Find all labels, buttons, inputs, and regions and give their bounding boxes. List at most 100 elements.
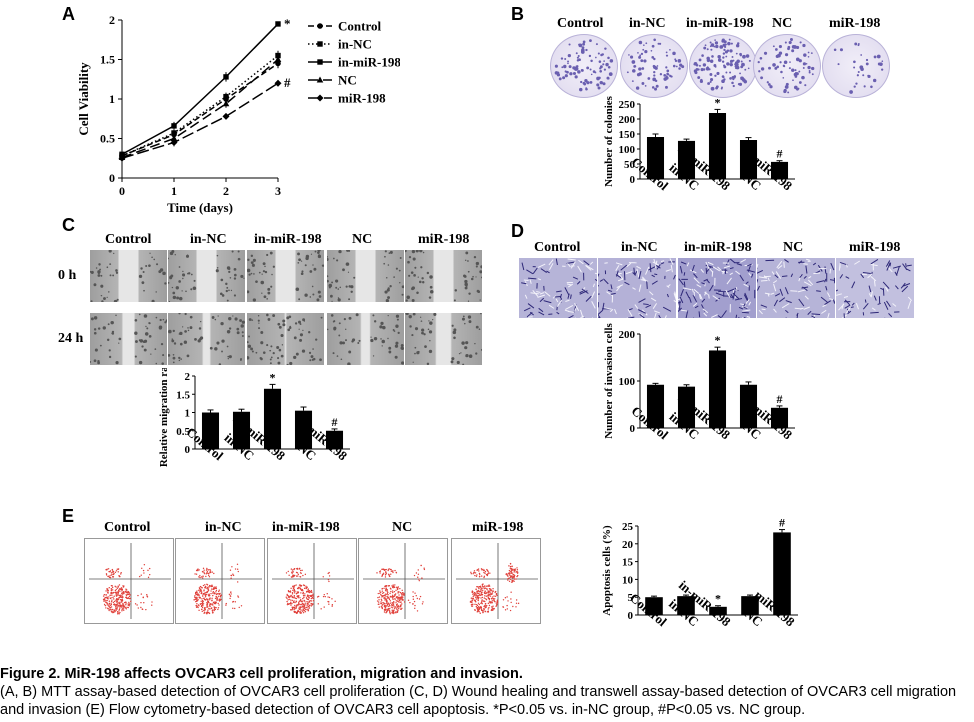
event-dot	[381, 606, 383, 608]
event-dot	[481, 587, 483, 589]
event-dot	[119, 598, 122, 601]
event-dot	[198, 576, 200, 578]
event-dot	[394, 593, 397, 595]
d-y-tick-label: 200	[619, 329, 636, 341]
cell-dot	[218, 363, 222, 366]
event-dot	[288, 590, 291, 593]
event-dot	[308, 590, 311, 592]
cell-stroke	[701, 298, 706, 303]
colony-dot	[582, 81, 586, 85]
cell-dot	[309, 296, 312, 298]
event-dot	[327, 572, 329, 575]
event-dot	[510, 568, 512, 570]
colony-dot	[811, 66, 815, 71]
event-dot	[508, 565, 510, 567]
event-dot	[392, 610, 395, 613]
event-dot	[201, 610, 203, 613]
event-dot	[393, 585, 395, 587]
event-dot	[394, 606, 397, 608]
cell-stroke	[826, 312, 830, 320]
event-dot	[475, 603, 478, 606]
colony-dot	[787, 91, 790, 94]
event-dot	[508, 580, 511, 583]
cell-stroke	[537, 294, 546, 298]
d-title-mir198: miR-198	[849, 240, 901, 255]
a-y-tick-label: 1	[109, 92, 115, 106]
event-dot	[289, 595, 292, 597]
colony-dot	[721, 60, 725, 63]
colony-dot	[807, 65, 811, 70]
colony-dot	[713, 45, 716, 48]
cell-dot	[257, 315, 260, 317]
a-x-tick-label: 0	[119, 184, 125, 198]
colony-dot	[807, 55, 810, 58]
event-dot	[213, 572, 215, 575]
cell-dot	[90, 270, 94, 274]
colony-dot	[735, 65, 740, 70]
cell-dot	[234, 273, 237, 277]
event-dot	[480, 608, 483, 610]
cell-dot	[97, 271, 101, 275]
cell-dot	[464, 322, 466, 325]
cell-stroke	[677, 304, 680, 308]
cell-stroke	[705, 261, 710, 270]
cell-stroke	[680, 289, 684, 297]
event-dot	[296, 612, 298, 615]
event-dot	[105, 594, 108, 596]
event-dot	[292, 589, 294, 591]
event-dot	[120, 573, 122, 575]
event-dot	[487, 602, 490, 605]
event-dot	[412, 595, 414, 598]
cell-stroke	[885, 260, 891, 267]
event-dot	[387, 593, 389, 596]
event-dot	[296, 592, 298, 594]
event-dot	[478, 603, 481, 606]
cell-stroke	[755, 270, 764, 275]
event-dot	[119, 603, 121, 605]
colony-dot	[855, 82, 858, 85]
colony-dot	[641, 82, 645, 85]
cell-stroke	[685, 291, 690, 299]
e-title-in-nc: in-NC	[205, 520, 242, 535]
cell-dot	[167, 257, 169, 260]
event-dot	[486, 591, 488, 594]
event-dot	[479, 585, 482, 588]
cell-dot	[217, 315, 219, 317]
event-dot	[492, 590, 495, 592]
event-dot	[491, 598, 493, 600]
colony-dot	[596, 83, 600, 87]
event-dot	[423, 567, 425, 569]
event-dot	[489, 572, 491, 574]
a-point	[171, 123, 177, 129]
cell-dot	[100, 284, 104, 288]
cell-dot	[228, 316, 232, 321]
event-dot	[306, 595, 309, 597]
cell-dot	[470, 277, 474, 281]
cell-dot	[246, 290, 250, 294]
event-dot	[229, 569, 232, 571]
event-dot	[412, 603, 414, 605]
a-legend-label: Control	[338, 19, 381, 34]
cell-dot	[164, 321, 167, 324]
cell-dot	[312, 264, 314, 266]
event-dot	[291, 591, 294, 594]
wound-image	[89, 313, 169, 365]
event-dot	[299, 584, 302, 587]
event-dot	[306, 602, 309, 605]
event-dot	[309, 590, 311, 593]
cell-stroke	[756, 279, 759, 284]
colony-dot	[722, 52, 726, 55]
event-dot	[125, 601, 127, 603]
cell-dot	[475, 261, 480, 266]
flow-plot	[175, 538, 265, 624]
a-y-axis-label: Cell Viability	[76, 62, 91, 136]
cell-dot	[423, 333, 426, 336]
cell-dot	[239, 319, 243, 323]
cell-dot	[257, 319, 260, 322]
b-bar	[739, 140, 758, 179]
colony-dot	[731, 81, 734, 85]
colony-dot	[665, 51, 668, 54]
cell-stroke	[851, 281, 856, 289]
cell-stroke	[746, 269, 756, 273]
panel-label-d: D	[511, 221, 524, 241]
